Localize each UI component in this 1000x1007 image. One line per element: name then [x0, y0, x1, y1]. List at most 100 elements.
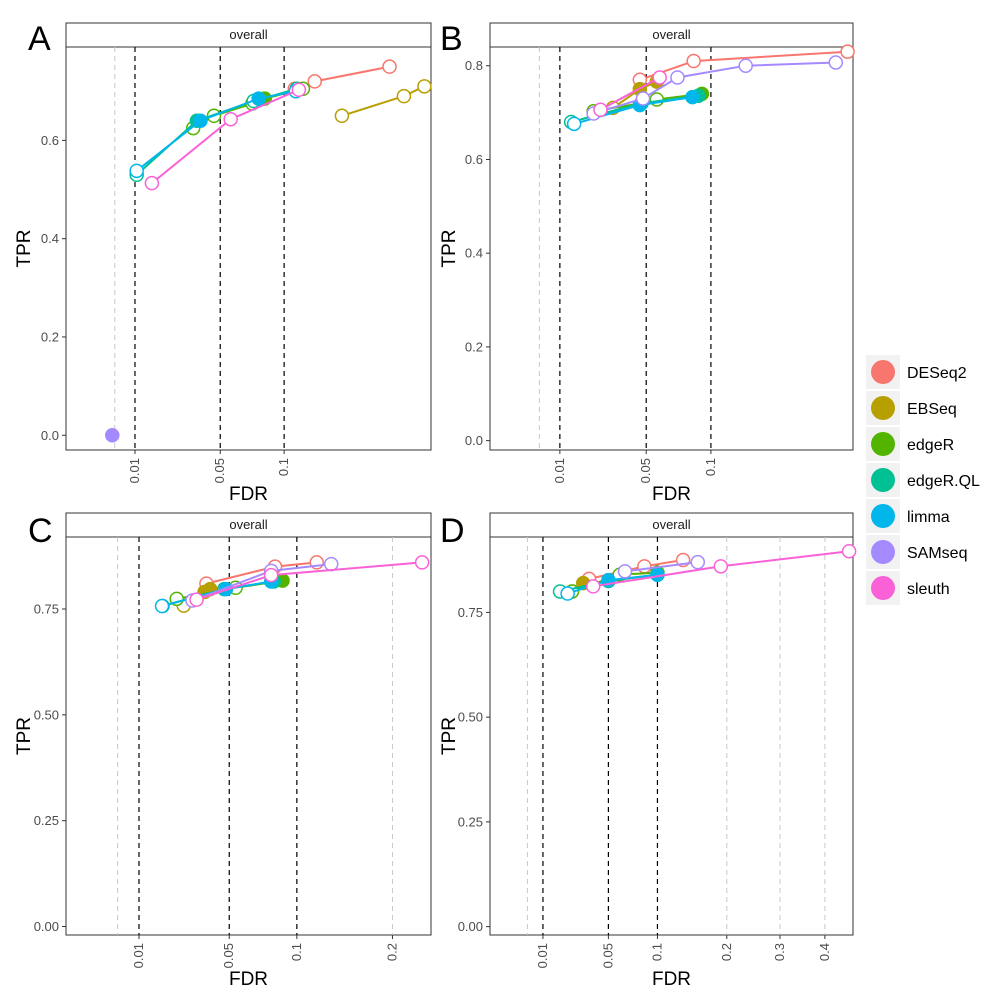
y-tick-label: 0.75 — [34, 601, 59, 616]
facet-strip-label: overall — [652, 27, 690, 42]
y-tick-label: 0.25 — [458, 814, 483, 829]
y-tick-label: 0.2 — [465, 339, 483, 354]
y-tick-label: 0.50 — [458, 710, 483, 725]
series-sleuth — [593, 70, 667, 118]
x-tick-label: 0.01 — [127, 458, 142, 483]
data-point-limma — [193, 113, 208, 128]
data-point-limma — [566, 116, 582, 132]
legend-label-samseq: SAMseq — [907, 545, 967, 562]
data-point-limma — [129, 163, 144, 179]
data-point-limma — [685, 89, 700, 105]
y-axis-title: TPR — [439, 717, 460, 755]
y-tick-label: 0.75 — [458, 605, 483, 620]
x-tick-label: 0.1 — [276, 458, 291, 476]
x-axis-title: FDR — [652, 969, 691, 990]
data-point-sleuth — [841, 543, 857, 559]
series-samseq — [586, 55, 844, 121]
x-tick-label: 0.3 — [772, 943, 787, 961]
data-point-sleuth — [652, 70, 667, 85]
x-tick-label: 0.05 — [212, 458, 227, 483]
data-point-deseq2 — [686, 53, 701, 69]
x-tick-label: 0.4 — [817, 943, 832, 961]
series-sleuth — [585, 543, 857, 594]
data-point-samseq — [670, 70, 685, 85]
series-line-limma — [136, 90, 296, 172]
series-limma — [560, 567, 665, 601]
facet-strip — [65, 512, 432, 538]
data-point-sleuth — [414, 555, 430, 570]
x-tick-label: 0.1 — [289, 943, 304, 961]
x-tick-label: 0.2 — [719, 943, 734, 961]
y-tick-label: 0.2 — [41, 329, 59, 344]
data-point-sleuth — [585, 579, 601, 594]
data-point-samseq — [738, 58, 753, 73]
y-tick-label: 0.00 — [34, 919, 59, 934]
data-point-sleuth — [593, 102, 608, 118]
legend-label-ebseq: EBSeq — [907, 401, 957, 418]
y-axis-title: TPR — [439, 230, 460, 268]
data-point-deseq2 — [307, 74, 322, 89]
legend-label-deseq2: DESeq2 — [907, 365, 967, 382]
legend-label-sleuth: sleuth — [907, 581, 950, 598]
data-point-deseq2 — [840, 44, 855, 59]
y-tick-label: 0.00 — [458, 919, 483, 934]
y-tick-label: 0.0 — [41, 428, 59, 443]
y-tick-label: 0.25 — [34, 813, 59, 828]
panel-letter: B — [440, 20, 463, 58]
x-tick-label: 0.1 — [649, 943, 664, 961]
series-line-samseq — [624, 561, 698, 573]
data-point-limma — [154, 598, 170, 614]
data-point-sleuth — [189, 592, 204, 607]
data-point-sleuth — [263, 567, 279, 583]
data-point-ebseq — [396, 88, 412, 104]
data-point-limma — [560, 586, 575, 601]
plot-panel — [65, 536, 432, 936]
y-tick-label: 0.4 — [41, 231, 59, 246]
data-point-ebseq — [334, 108, 350, 124]
legend-label-edger-ql: edgeR.QL — [907, 473, 980, 490]
legend: DESeq2 EBSeq edgeR edgeR.QL limma SAMseq sleut… — [866, 355, 980, 605]
data-point-sleuth — [144, 175, 160, 191]
x-tick-label: 0.05 — [221, 943, 236, 968]
x-axis-title: FDR — [229, 484, 268, 505]
series-samseq — [105, 428, 120, 443]
facet-strip-label: overall — [229, 27, 267, 42]
legend-label-edger: edgeR — [907, 437, 954, 454]
data-point-sleuth — [713, 559, 729, 574]
data-point-deseq2 — [382, 59, 397, 74]
x-tick-label: 0.2 — [384, 943, 399, 961]
legend-key-samseq — [871, 540, 895, 564]
series-samseq — [617, 554, 706, 579]
x-tick-label: 0.1 — [703, 458, 718, 476]
data-point-samseq — [635, 91, 651, 106]
data-point-sleuth — [291, 82, 307, 98]
facet-strip — [65, 22, 432, 48]
legend-key-ebseq — [871, 396, 895, 420]
series-ebseq — [334, 79, 432, 124]
data-point-deseq2 — [637, 559, 652, 574]
facet-strip-label: overall — [229, 517, 267, 532]
y-tick-label: 0.4 — [465, 246, 483, 261]
x-tick-label: 0.05 — [638, 458, 653, 483]
y-tick-label: 0.50 — [34, 707, 59, 722]
series-sleuth — [144, 82, 307, 191]
series-line-sleuth — [600, 76, 661, 111]
x-tick-label: 0.01 — [131, 943, 146, 968]
legend-label-limma: limma — [907, 509, 950, 526]
x-axis-title: FDR — [652, 484, 691, 505]
data-point-sleuth — [223, 111, 238, 127]
facet-strip — [489, 22, 854, 48]
legend-key-limma — [871, 504, 895, 528]
data-point-samseq — [105, 428, 120, 443]
data-point-samseq — [828, 55, 844, 70]
y-axis-title: TPR — [14, 230, 35, 268]
x-tick-label: 0.01 — [552, 458, 567, 483]
panel-letter: D — [440, 512, 465, 550]
y-tick-label: 0.0 — [465, 433, 483, 448]
legend-key-sleuth — [871, 576, 895, 600]
data-point-samseq — [690, 554, 706, 570]
